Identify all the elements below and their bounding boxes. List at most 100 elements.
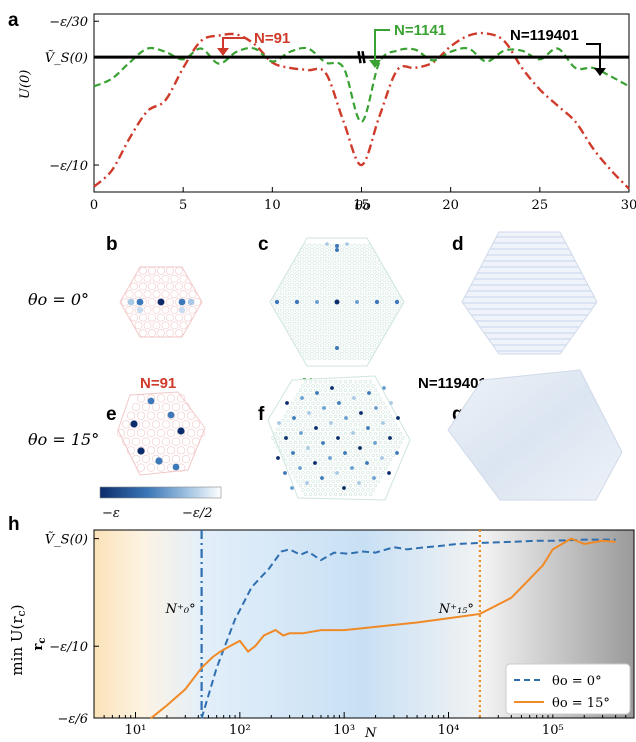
lattice-c-site [352, 261, 357, 265]
lattice-f-site [371, 470, 375, 475]
lattice-f-site [361, 453, 365, 458]
lattice-f-site [353, 492, 358, 496]
lattice-f-site [351, 436, 355, 440]
lattice-c-site [357, 261, 362, 265]
lattice-f-site [376, 427, 380, 432]
lattice-f-site [333, 466, 338, 471]
lattice-c-site [297, 295, 302, 300]
lattice-f-site [286, 418, 290, 423]
lattice-c-site [332, 287, 337, 291]
lattice-c-site [350, 248, 354, 252]
lattice-b-site [161, 321, 170, 330]
lattice-c-site [352, 330, 357, 335]
lattice-c-site [280, 308, 284, 313]
lattice-f-site [383, 431, 388, 436]
lattice-b-site [157, 298, 165, 306]
lattice-c-site [290, 282, 294, 287]
lattice-f-site [381, 444, 385, 449]
lattice-c-site [302, 278, 307, 283]
lattice-c-site [370, 265, 374, 270]
lattice-f-site [303, 492, 308, 496]
lattice-c-site [360, 274, 364, 278]
lattice-b-site [134, 321, 143, 330]
lattice-f-site [343, 388, 348, 393]
lattice-f-site [378, 431, 383, 436]
lattice-b-site [166, 298, 174, 306]
lattice-c-site [375, 291, 379, 296]
panel-h-vline-label: N⁺₁₅° [438, 602, 474, 617]
lattice-c-site [347, 295, 352, 300]
lattice-e-site [136, 463, 146, 472]
lattice-f-site [293, 466, 298, 471]
lattice-c-site [377, 261, 382, 265]
lattice-f-site [301, 384, 305, 388]
lattice-f-site-highlight [358, 446, 362, 450]
lattice-e-site [176, 411, 186, 420]
lattice-f-site [308, 397, 313, 401]
lattice-b-site [161, 290, 170, 299]
lattice-f-site [316, 410, 320, 414]
lattice-c-site [355, 334, 359, 339]
lattice-f-site [348, 397, 353, 401]
panel-a-x-ticks: 0 5 10 15 20 25 30 [90, 187, 636, 213]
lattice-f-site [351, 470, 355, 475]
lattice-c-site [390, 282, 394, 287]
lattice-c-site [292, 295, 297, 300]
lattice-c-site [372, 278, 377, 283]
lattice-f-site [383, 449, 388, 453]
lattice-c-site [367, 287, 372, 291]
lattice-f-site [326, 479, 330, 483]
lattice-f-site [296, 418, 300, 423]
lattice-c-site [280, 291, 284, 296]
lattice-c-site [295, 334, 299, 339]
lattice-f-site [288, 466, 293, 471]
lattice-c-site [362, 304, 367, 309]
lattice-f-site [338, 466, 343, 471]
lattice-f-site [341, 444, 345, 449]
lattice-f-site [283, 457, 288, 462]
lattice-f-site [286, 410, 290, 414]
lattice-f-site [298, 483, 303, 488]
lattice-c-site [375, 265, 379, 270]
lattice-c-site [325, 256, 329, 261]
lattice-f-site [318, 380, 323, 384]
lattice-c-site [300, 352, 304, 356]
lattice-c-site [392, 295, 397, 300]
n1141-arrowhead [369, 60, 381, 68]
lattice-c-site [285, 308, 289, 313]
lattice-c-site [305, 256, 309, 261]
lattice-c-site [300, 265, 304, 270]
lattice-c-site [282, 295, 287, 300]
lattice-f-site [323, 466, 328, 471]
lattice-c-site [400, 300, 404, 304]
lattice-b-site [148, 298, 156, 306]
lattice-f-site [313, 414, 318, 419]
lattice-f-site [318, 397, 323, 401]
lattice-f-site [338, 414, 343, 419]
lattice-c-site [337, 252, 342, 257]
lattice-b-site [152, 321, 161, 330]
lattice-f-site [366, 453, 370, 458]
lattice-c-site [335, 317, 339, 322]
lattice-c-site [367, 269, 372, 274]
lattice-c-site [330, 282, 334, 287]
lattice-e-site [186, 411, 196, 420]
lattice-f-site [376, 470, 380, 475]
lattice-c-site [355, 248, 359, 252]
lattice-f-site [363, 449, 368, 453]
lattice-f-site [313, 380, 318, 384]
panel-h-x-tick-label: 10⁵ [542, 723, 564, 738]
lattice-f-site-highlight [367, 391, 371, 395]
lattice-f-site [323, 414, 328, 419]
lattice-c-site [337, 321, 342, 326]
lattice-f-site [363, 423, 368, 427]
lattice-f-site [346, 393, 350, 397]
lattice-f-site [358, 466, 363, 471]
lattice-f-site [321, 470, 325, 475]
lattice-f-site [283, 423, 288, 427]
lattice-f-site [318, 483, 323, 488]
lattice-c-site [355, 291, 359, 296]
lattice-f-site [308, 466, 313, 471]
lattice-c-site [347, 304, 352, 309]
lattice-e-site [151, 437, 161, 446]
